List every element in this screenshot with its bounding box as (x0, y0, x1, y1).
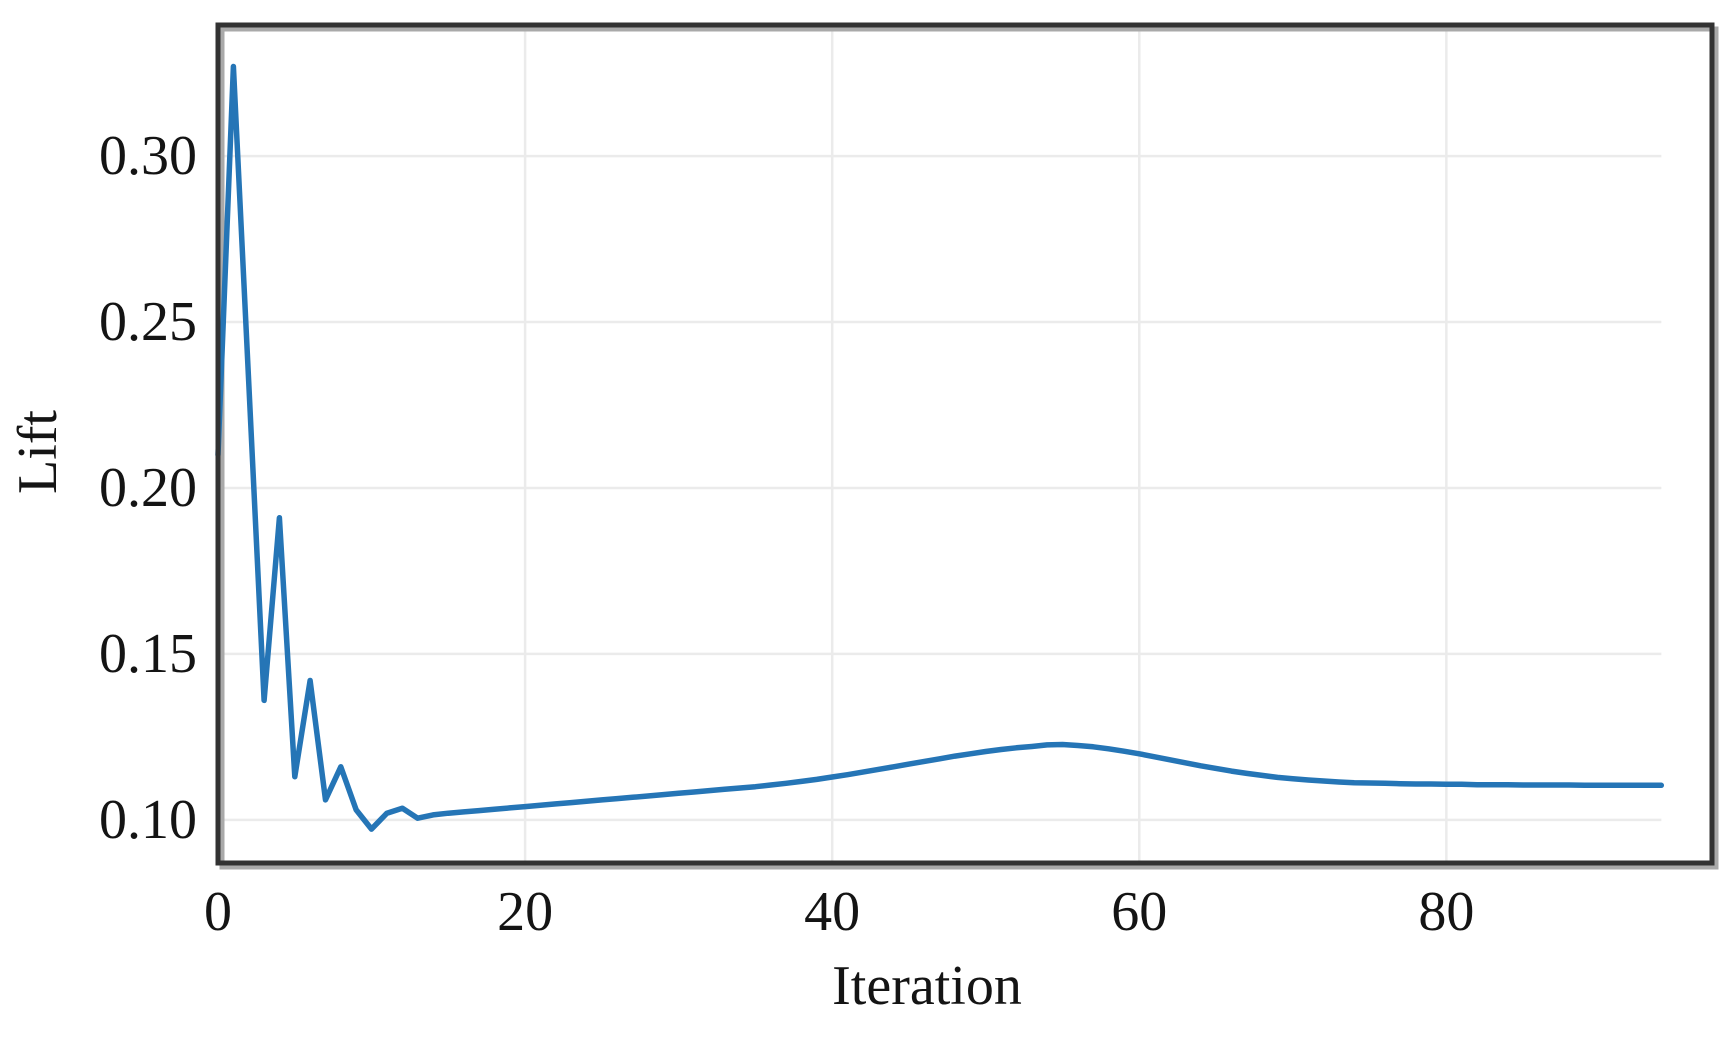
lift-series-line (215, 63, 1665, 832)
plot-frame-shadow (219, 26, 1719, 870)
x-tick-label: 0 (204, 881, 232, 943)
y-axis-label: Lift (7, 410, 69, 494)
y-tick-label: 0.25 (99, 291, 197, 354)
x-tick-label: 40 (804, 881, 861, 943)
y-tick-label: 0.10 (99, 788, 197, 851)
x-tick-label: 60 (1111, 881, 1168, 943)
x-tick-label: 20 (497, 881, 554, 943)
y-tick-label: 0.15 (99, 622, 197, 685)
x-axis-label: Iteration (832, 955, 1022, 1017)
x-tick-label: 80 (1418, 881, 1475, 943)
plot-area (218, 25, 1712, 863)
y-tick-label: 0.20 (99, 456, 197, 519)
y-tick-label: 0.30 (99, 125, 197, 188)
plot-frame (215, 22, 1715, 866)
